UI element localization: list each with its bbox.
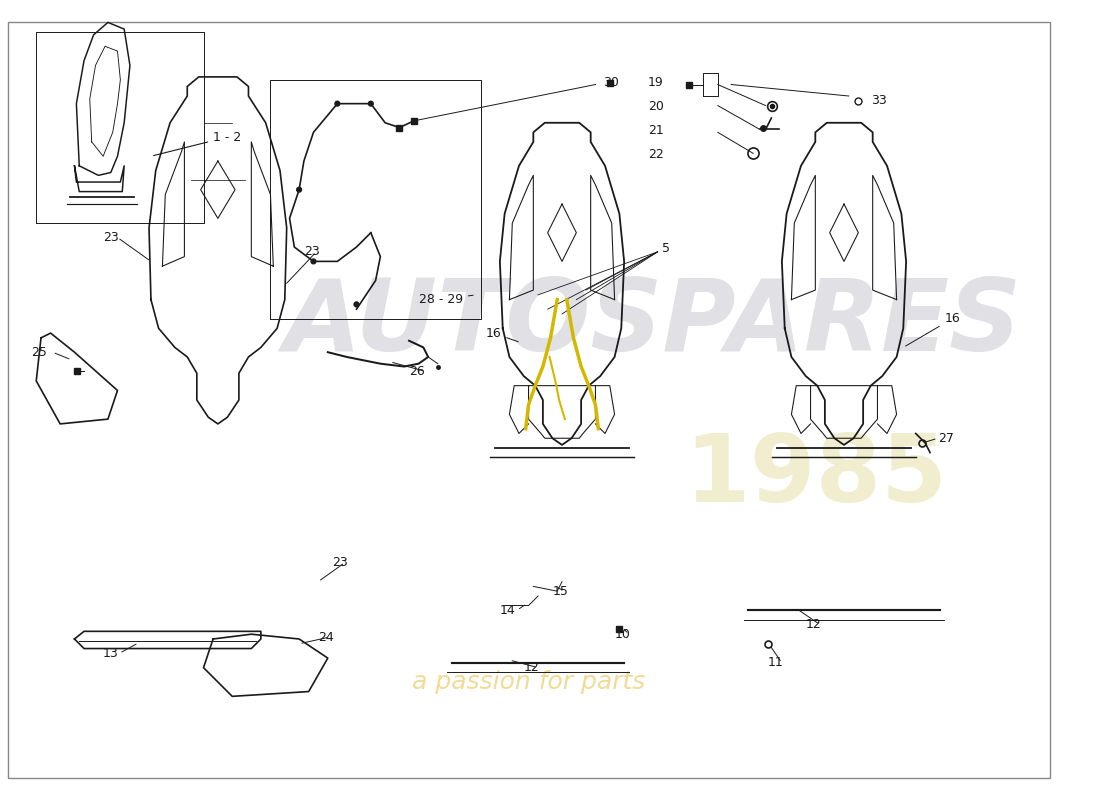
Text: 30: 30 bbox=[603, 76, 619, 89]
Text: 23: 23 bbox=[332, 556, 349, 569]
Text: 23: 23 bbox=[103, 231, 119, 244]
Text: 21: 21 bbox=[648, 124, 663, 137]
Text: 16: 16 bbox=[485, 326, 518, 342]
Text: 15: 15 bbox=[552, 585, 569, 598]
Text: 20: 20 bbox=[648, 100, 664, 113]
Text: 27: 27 bbox=[937, 432, 954, 445]
Text: 33: 33 bbox=[871, 94, 887, 107]
Text: 24: 24 bbox=[318, 630, 334, 643]
Text: 11: 11 bbox=[768, 656, 783, 670]
Text: 13: 13 bbox=[103, 647, 119, 660]
Text: 1985: 1985 bbox=[684, 430, 947, 522]
Circle shape bbox=[336, 102, 340, 106]
Polygon shape bbox=[75, 631, 261, 649]
Circle shape bbox=[311, 259, 316, 264]
Text: 10: 10 bbox=[615, 628, 630, 641]
Text: 23: 23 bbox=[304, 246, 320, 258]
Text: a passion for parts: a passion for parts bbox=[411, 670, 646, 694]
Circle shape bbox=[354, 302, 359, 306]
Text: 1 - 2: 1 - 2 bbox=[154, 130, 241, 155]
Text: 19: 19 bbox=[648, 76, 663, 89]
Text: 12: 12 bbox=[806, 618, 822, 631]
Text: 28 - 29: 28 - 29 bbox=[419, 293, 473, 306]
Text: 12: 12 bbox=[524, 661, 539, 674]
Text: 16: 16 bbox=[905, 312, 960, 346]
Text: 26: 26 bbox=[409, 365, 425, 378]
Text: 25: 25 bbox=[32, 346, 47, 358]
Circle shape bbox=[368, 102, 373, 106]
Text: 5: 5 bbox=[662, 242, 670, 255]
Text: 22: 22 bbox=[648, 148, 663, 161]
Circle shape bbox=[297, 187, 301, 192]
Text: AUTOSPARES: AUTOSPARES bbox=[284, 275, 1022, 372]
Text: 14: 14 bbox=[499, 604, 516, 617]
